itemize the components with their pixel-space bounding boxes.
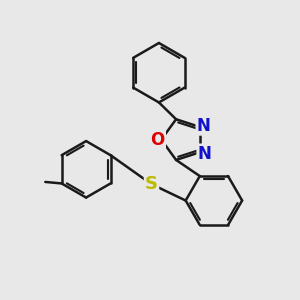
Text: N: N	[197, 145, 212, 163]
Text: S: S	[145, 175, 158, 193]
Text: O: O	[151, 130, 165, 148]
Text: N: N	[196, 116, 211, 134]
